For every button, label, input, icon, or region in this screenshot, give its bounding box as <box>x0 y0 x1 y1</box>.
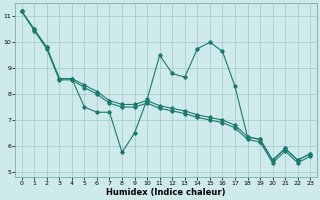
X-axis label: Humidex (Indice chaleur): Humidex (Indice chaleur) <box>106 188 226 197</box>
